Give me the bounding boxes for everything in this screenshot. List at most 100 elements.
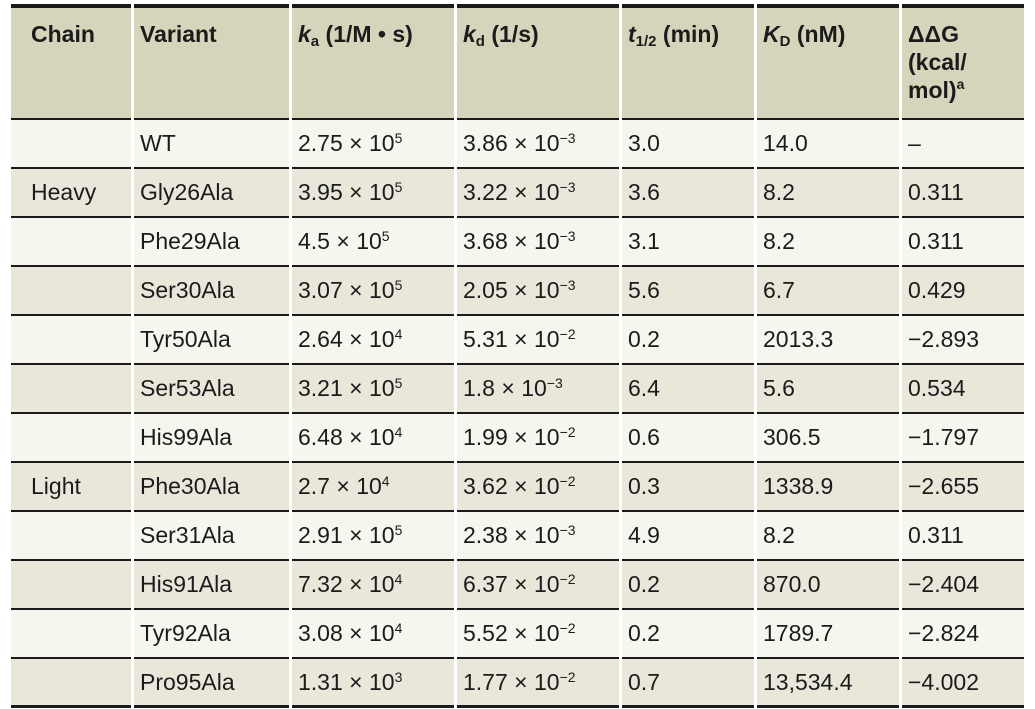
ddG-cell: 0.429 [902,267,1024,316]
ka-exponent: 5 [394,179,403,195]
KD-value: 13,534.4 [763,668,853,695]
chain-cell [11,414,131,463]
ka-coefficient: 3.08 [298,620,343,646]
ka-times-ten: × 10 [329,228,382,254]
thalf-value: 0.2 [628,571,660,597]
kd-cell: 3.62 × 10−2 [457,463,619,512]
ka-cell: 7.32 × 104 [292,561,454,610]
variant-cell: Pro95Ala [134,659,289,708]
column-header-chain-label: Chain [31,21,95,47]
thalf-value: 0.7 [628,668,660,695]
ddG-cell: 0.311 [902,512,1024,561]
kd-cell: 1.77 × 10−2 [457,659,619,708]
kd-exponent: −2 [559,424,576,440]
kd-coefficient: 3.68 [463,228,508,254]
chain-cell [11,267,131,316]
kd-cell: 1.8 × 10−3 [457,365,619,414]
KD-cell: 8.2 [757,218,899,267]
ka-cell: 6.48 × 104 [292,414,454,463]
chain-cell [11,561,131,610]
kd-times-ten: × 10 [494,375,547,401]
ka-cell: 2.75 × 105 [292,120,454,169]
ka-symbol: k [298,21,311,47]
ka-coefficient: 1.31 [298,668,343,695]
thalf-cell: 0.7 [622,659,754,708]
thalf-value: 4.9 [628,522,660,548]
kd-exponent: −2 [559,326,576,342]
ka-coefficient: 3.07 [298,277,343,303]
KD-cell: 306.5 [757,414,899,463]
kd-exponent: −3 [546,375,563,391]
table-body: WT 2.75 × 105 3.86 × 10−3 3.0 14.0– Heavy Gly2… [11,120,1024,708]
ka-times-ten: × 10 [342,130,395,156]
ddG-line1: ΔΔG [908,21,959,47]
table-row: His99Ala 6.48 × 104 1.99 × 10−2 0.6 306.5 −1.… [11,414,1024,463]
thalf-value: 0.2 [628,326,660,352]
chain-cell: Light [11,463,131,512]
ddG-cell: −4.002 [902,659,1024,708]
KD-value: 8.2 [763,522,795,548]
variant-cell: Gly26Ala [134,169,289,218]
table-row: Ser30Ala 3.07 × 105 2.05 × 10−3 5.6 6.7 0.429 [11,267,1024,316]
ka-cell: 2.64 × 104 [292,316,454,365]
kd-subscript: d [475,33,485,50]
ka-times-ten: × 10 [342,620,395,646]
ka-exponent: 5 [381,228,390,244]
ka-times-ten: × 10 [342,522,395,548]
variant-label: Phe30Ala [140,473,240,499]
table-header: Chain Variant ka (1/M • s) kd (1/s) t1/2… [11,4,1024,120]
ka-exponent: 4 [394,326,403,342]
thalf-value: 0.2 [628,620,660,646]
ddG-value: −2.824 [908,620,979,646]
kd-times-ten: × 10 [507,473,560,499]
ddG-cell: −2.893 [902,316,1024,365]
kd-times-ten: × 10 [507,228,560,254]
table-row: Ser31Ala 2.91 × 105 2.38 × 10−3 4.9 8.2 0.311 [11,512,1024,561]
variant-cell: His99Ala [134,414,289,463]
column-header-KD: KD (nM) [757,4,899,120]
chain-cell [11,316,131,365]
kd-exponent: −2 [559,571,576,587]
variant-cell: Ser31Ala [134,512,289,561]
ddG-value: – [908,130,921,156]
ka-exponent: 4 [394,620,403,636]
variant-cell: Tyr92Ala [134,610,289,659]
ka-cell: 2.7 × 104 [292,463,454,512]
variant-cell: Tyr50Ala [134,316,289,365]
kd-coefficient: 1.99 [463,424,508,450]
ddG-line2: (kcal/ [908,49,967,75]
KD-value: 5.6 [763,375,795,401]
thalf-cell: 6.4 [622,365,754,414]
KD-cell: 870.0 [757,561,899,610]
thalf-value: 6.4 [628,375,660,401]
thalf-cell: 4.9 [622,512,754,561]
column-header-variant: Variant [134,4,289,120]
KD-value: 8.2 [763,179,795,205]
ka-times-ten: × 10 [342,277,395,303]
thalf-cell: 0.2 [622,610,754,659]
ka-unit: (1/M • s) [319,21,413,47]
KD-cell: 6.7 [757,267,899,316]
thalf-cell: 0.6 [622,414,754,463]
ddG-line3: mol) [908,77,957,103]
ddG-cell: −2.824 [902,610,1024,659]
affinity-kinetics-table: Chain Variant ka (1/M • s) kd (1/s) t1/2… [8,4,1027,708]
chain-cell [11,120,131,169]
ddG-cell: −1.797 [902,414,1024,463]
variant-label: Phe29Ala [140,228,240,254]
kd-exponent: −3 [559,522,576,538]
kd-exponent: −3 [559,277,576,293]
ka-coefficient: 3.21 [298,375,343,401]
ddG-cell: 0.311 [902,218,1024,267]
variant-cell: Ser53Ala [134,365,289,414]
table-row: His91Ala 7.32 × 104 6.37 × 10−2 0.2 870.0 −2.… [11,561,1024,610]
chain-cell [11,512,131,561]
kd-exponent: −2 [559,473,576,489]
KD-cell: 13,534.4 [757,659,899,708]
kd-coefficient: 3.22 [463,179,508,205]
variant-label: Ser30Ala [140,277,235,303]
KD-cell: 14.0 [757,120,899,169]
thalf-value: 3.1 [628,228,660,254]
thalf-subscript: 1/2 [635,33,657,50]
kd-cell: 3.86 × 10−3 [457,120,619,169]
